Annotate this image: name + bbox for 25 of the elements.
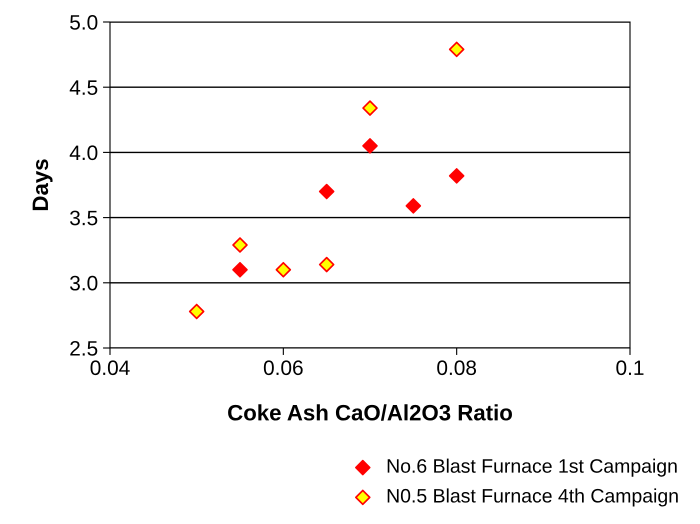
y-tick-label: 2.5 [70,341,98,356]
x-tick-label: 0.06 [264,360,303,376]
point [318,256,334,272]
x-axis-title: Coke Ash CaO/Al2O3 Ratio [228,404,512,421]
point [276,262,292,278]
y-tick-label: 3.0 [70,276,98,291]
y-tick-label: 4.0 [70,145,98,160]
x-tick-label: 0.08 [437,360,476,376]
y-tick-label: 3.5 [70,210,98,226]
point [232,237,248,253]
y-tick-label: 4.5 [70,80,98,95]
point [232,262,248,278]
point [318,184,334,200]
legend-label: N0.5 Blast Furnace 4th Campaign [388,488,678,506]
point [406,198,422,214]
x-tick-label: 0.04 [90,360,130,376]
x-tick-label: 0.1 [616,360,644,376]
point [188,304,204,320]
point [448,168,464,184]
point [362,100,378,116]
y-tick-label: 5.0 [70,15,98,30]
point [448,42,464,58]
point [362,138,378,154]
legend-label: No.6 Blast Furnace 1st Campaign [388,458,677,477]
y-axis-title: Days [32,159,53,210]
